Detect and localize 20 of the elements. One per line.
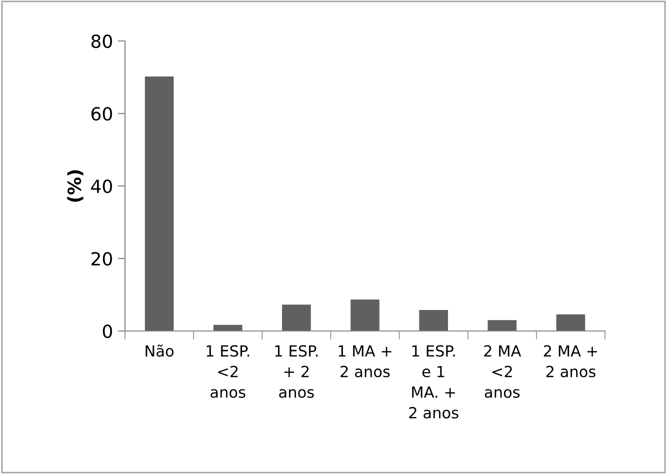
y-tick-label: 60 (91, 106, 112, 121)
y-tick-label: 20 (92, 252, 112, 266)
y-tick-label: 0 (102, 324, 112, 338)
x-tick-label: 1 ESP. + 2 anos (275, 345, 318, 398)
x-tick-label: 1 ESP. <2 anos (206, 345, 250, 398)
x-tick-label: 1 ESP. e 1 MA. + 2 anos (409, 345, 458, 418)
bar (556, 314, 586, 331)
bar (350, 299, 380, 331)
y-tick-label: 80 (91, 34, 112, 48)
bar (144, 76, 174, 331)
x-tick-label: 2 MA <2 anos (484, 345, 522, 398)
bar (419, 310, 448, 331)
y-axis-title: (%) (67, 170, 84, 202)
x-tick-label: Não (146, 344, 174, 357)
y-tick-label: 40 (91, 179, 112, 194)
bar (488, 320, 517, 331)
bar (213, 324, 242, 331)
x-tick-label: 2 MA + 2 anos (544, 345, 598, 378)
bar (282, 304, 311, 331)
x-tick-label: 1 MA + 2 anos (338, 345, 392, 378)
